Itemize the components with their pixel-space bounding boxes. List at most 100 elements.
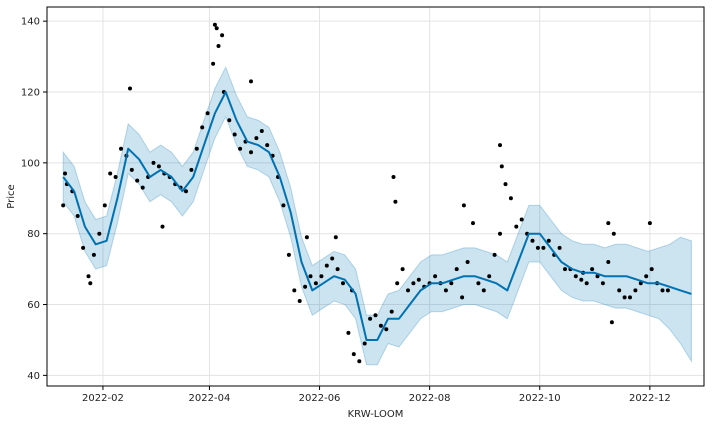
x-tick-label: 2022-04 <box>189 393 231 404</box>
x-tick-label: 2022-08 <box>409 393 451 404</box>
data-point <box>600 281 605 286</box>
x-tick-label: 2022-10 <box>519 393 561 404</box>
data-point <box>530 238 535 243</box>
data-point <box>503 182 508 187</box>
data-point <box>476 281 481 286</box>
y-tick-label: 80 <box>27 229 40 240</box>
data-point <box>498 231 502 236</box>
data-point <box>238 146 243 151</box>
data-point <box>535 245 540 250</box>
data-point <box>579 277 584 282</box>
data-point <box>88 281 93 286</box>
data-point <box>622 295 627 300</box>
data-point <box>351 352 356 357</box>
data-point <box>249 79 253 84</box>
data-point <box>63 171 67 176</box>
data-point <box>389 309 394 314</box>
data-point <box>189 167 194 172</box>
data-point <box>160 224 165 229</box>
data-point <box>498 143 502 148</box>
data-point <box>573 274 578 279</box>
data-point <box>362 341 367 346</box>
data-point <box>460 295 465 300</box>
data-point <box>265 143 270 148</box>
data-point <box>333 235 338 240</box>
plot-frame <box>46 6 705 387</box>
data-point <box>81 245 86 250</box>
data-point <box>286 252 291 257</box>
data-point <box>519 217 524 222</box>
data-point <box>211 61 216 66</box>
data-point <box>644 274 649 279</box>
data-point <box>308 274 313 279</box>
data-point <box>205 111 210 116</box>
data-point <box>140 185 145 190</box>
data-point <box>471 221 475 226</box>
data-point <box>606 221 611 226</box>
y-axis-label: Price <box>6 184 17 208</box>
data-point <box>649 267 654 272</box>
data-point <box>443 288 448 293</box>
data-point <box>492 252 497 257</box>
y-tick-label: 60 <box>27 300 40 311</box>
data-point <box>227 118 232 123</box>
data-point <box>393 199 398 204</box>
data-point <box>454 267 459 272</box>
x-tick-label: 2022-12 <box>629 393 671 404</box>
data-point <box>151 160 156 165</box>
data-point <box>647 221 652 226</box>
data-point <box>481 288 486 293</box>
data-point <box>665 288 670 293</box>
data-point <box>324 263 329 268</box>
data-point <box>91 252 96 257</box>
data-point <box>416 277 421 282</box>
uncertainty-band <box>62 65 692 366</box>
data-point <box>75 214 80 218</box>
data-point <box>156 164 161 169</box>
data-point <box>249 150 253 155</box>
data-point <box>514 224 519 229</box>
data-point <box>220 33 225 38</box>
data-point <box>541 245 546 250</box>
data-point <box>487 274 492 279</box>
data-point <box>508 196 513 201</box>
data-point <box>584 281 589 286</box>
data-point <box>259 129 264 133</box>
data-point <box>563 267 567 272</box>
data-point <box>633 288 638 293</box>
data-point <box>378 323 383 328</box>
data-point <box>590 267 595 272</box>
data-point <box>357 359 362 364</box>
data-point <box>335 267 340 272</box>
data-point <box>384 327 389 332</box>
data-point <box>200 125 205 130</box>
data-point <box>411 281 416 286</box>
x-axis-ticks: 2022-02 2022-04 2022-06 2022-08 2022-10 2022-… <box>82 386 671 404</box>
x-axis-label: KRW-LOOM <box>348 409 404 420</box>
data-point <box>628 295 632 300</box>
data-point <box>216 44 221 48</box>
data-point <box>373 313 378 318</box>
y-tick-label: 120 <box>21 88 40 99</box>
data-point <box>254 136 259 141</box>
data-point <box>433 274 438 279</box>
data-point <box>341 281 345 286</box>
data-point <box>303 284 308 289</box>
data-point <box>391 175 396 179</box>
y-axis-ticks: 40 60 80 100 120 140 <box>21 17 47 382</box>
data-point <box>606 260 611 264</box>
data-point <box>292 288 297 293</box>
y-tick-label: 100 <box>21 158 40 169</box>
data-point <box>406 288 410 293</box>
y-tick-label: 40 <box>27 371 40 382</box>
data-point <box>97 231 102 236</box>
data-point <box>128 86 132 91</box>
x-tick-label: 2022-02 <box>82 393 124 404</box>
data-point <box>214 26 219 31</box>
y-tick-label: 140 <box>21 17 40 28</box>
data-point <box>546 238 551 243</box>
data-point <box>129 167 134 172</box>
data-point <box>113 175 118 179</box>
